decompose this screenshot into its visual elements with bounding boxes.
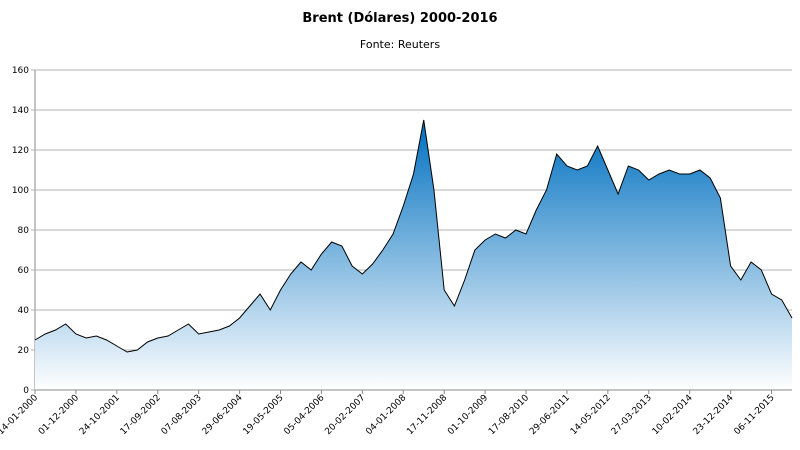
x-tick-label: 24-10-2001 xyxy=(78,393,122,437)
y-tick-label: 40 xyxy=(18,306,30,316)
y-tick-label: 80 xyxy=(18,226,30,236)
area-line xyxy=(34,119,793,353)
x-tick-label: 01-10-2009 xyxy=(446,393,490,437)
y-tick-label: 100 xyxy=(12,186,29,196)
x-tick-label: 29-06-2011 xyxy=(528,393,572,437)
y-tick-label: 160 xyxy=(12,66,29,76)
x-tick-label: 27-03-2013 xyxy=(610,393,654,437)
x-tick-label: 20-02-2007 xyxy=(323,393,367,437)
x-tick-label: 06-11-2015 xyxy=(733,393,777,437)
chart-title: Brent (Dólares) 2000-2016 xyxy=(302,11,497,26)
x-tick-label: 23-12-2014 xyxy=(692,393,736,437)
y-tick-label: 20 xyxy=(18,346,30,356)
x-tick-label: 01-12-2000 xyxy=(37,393,81,437)
y-tick-label: 140 xyxy=(12,106,29,116)
y-tick-label: 0 xyxy=(23,386,29,396)
x-tick-label: 29-06-2004 xyxy=(201,393,245,437)
y-tick-label: 120 xyxy=(12,146,29,156)
x-tick-label: 17-11-2008 xyxy=(405,393,449,437)
x-tick-label: 19-05-2005 xyxy=(242,393,286,437)
x-tick-label: 17-08-2010 xyxy=(487,393,531,437)
x-tick-label: 17-09-2002 xyxy=(119,393,163,437)
chart-subtitle: Fonte: Reuters xyxy=(360,38,440,51)
area-fill xyxy=(35,120,792,390)
y-tick-label: 60 xyxy=(18,266,30,276)
x-tick-label: 07-08-2003 xyxy=(160,393,204,437)
x-tick-label: 05-04-2006 xyxy=(282,393,326,437)
x-tick-label: 14-05-2012 xyxy=(569,393,613,437)
x-tick-label: 10-02-2014 xyxy=(651,393,695,437)
x-tick-label: 04-01-2008 xyxy=(364,393,408,437)
x-tick-label: 14-01-2000 xyxy=(0,393,40,437)
